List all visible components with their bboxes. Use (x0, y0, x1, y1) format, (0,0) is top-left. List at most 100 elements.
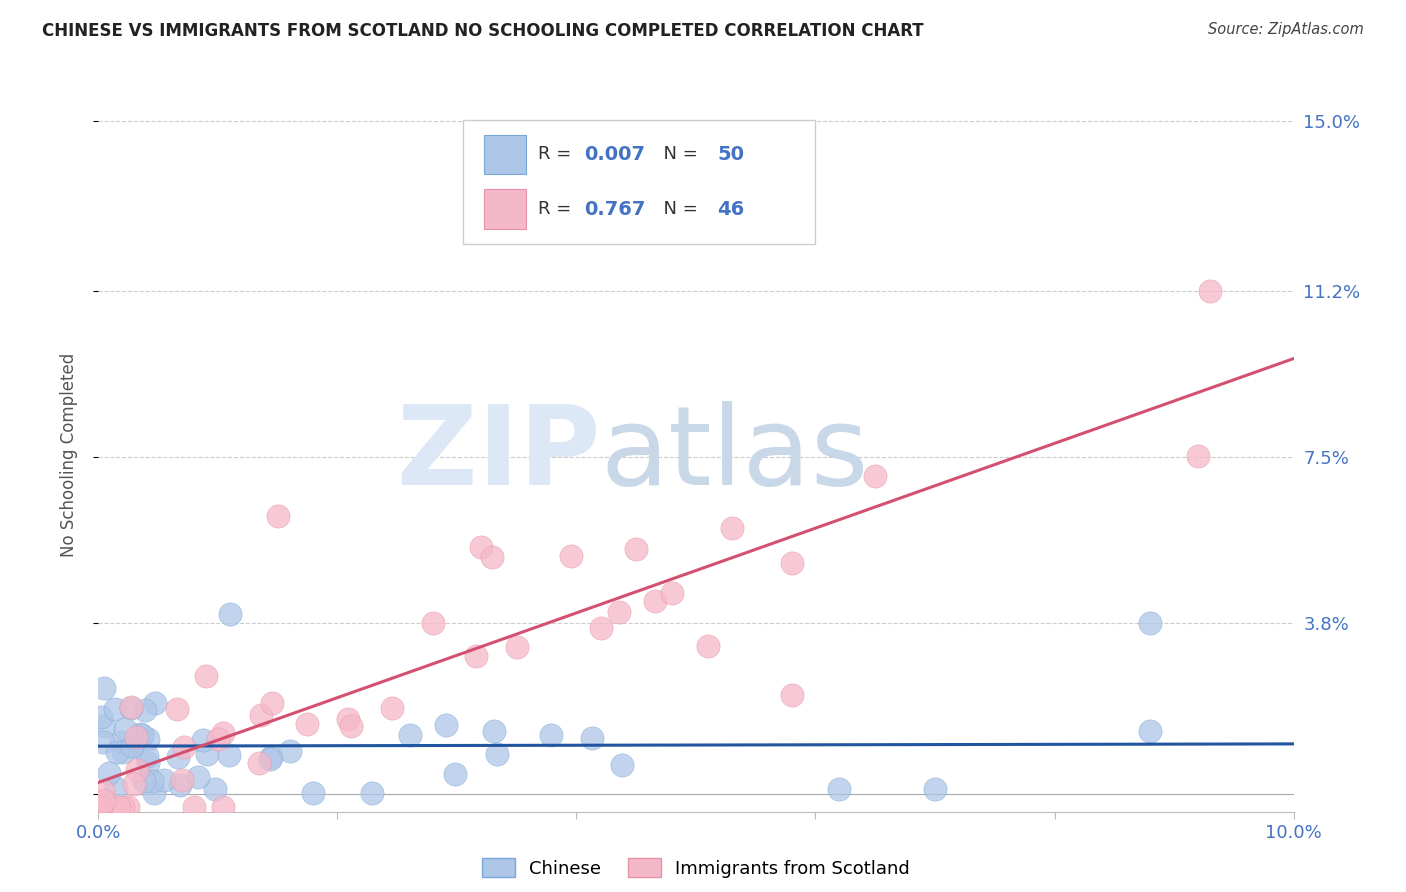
Point (134, 703, 156, 717)
Text: 0.007: 0.007 (583, 145, 644, 164)
Point (112, 800, 135, 814)
Point (153, 773, 176, 788)
Point (93, 794, 115, 808)
Point (1139, 723, 1161, 738)
Point (169, 778, 191, 792)
Point (145, 696, 167, 710)
Bar (485, 135, 526, 175)
Y-axis label: No Schooling Completed: No Schooling Completed (59, 353, 77, 557)
Point (661, 586, 683, 600)
Point (121, 739, 143, 753)
Text: R =: R = (538, 201, 578, 219)
Point (259, 752, 281, 766)
Point (443, 766, 465, 780)
Point (90, 800, 112, 814)
Point (108, 800, 131, 814)
Point (141, 774, 163, 789)
Point (644, 593, 666, 607)
Text: N =: N = (652, 201, 703, 219)
Point (120, 700, 142, 714)
Text: ZIP: ZIP (396, 401, 600, 508)
Point (93, 719, 115, 733)
Text: 46: 46 (717, 200, 745, 219)
Point (122, 777, 145, 791)
Text: atlas: atlas (600, 401, 869, 508)
Point (589, 621, 612, 635)
Point (267, 508, 290, 523)
Point (218, 747, 240, 762)
Point (173, 739, 195, 754)
Text: Source: ZipAtlas.com: Source: ZipAtlas.com (1208, 22, 1364, 37)
Point (121, 739, 143, 753)
Point (865, 469, 887, 483)
Point (128, 726, 150, 740)
Point (1187, 449, 1209, 463)
Point (117, 800, 139, 814)
Point (127, 763, 149, 777)
Point (1139, 616, 1161, 631)
Text: 0.767: 0.767 (583, 200, 645, 219)
Point (247, 756, 270, 771)
Point (212, 800, 235, 814)
Point (90, 710, 112, 724)
Text: 50: 50 (717, 145, 745, 164)
Point (1198, 284, 1220, 298)
Legend: Chinese, Immigrants from Scotland: Chinese, Immigrants from Scotland (475, 851, 917, 885)
Point (581, 731, 603, 745)
Point (436, 718, 458, 732)
Point (93, 681, 115, 696)
Point (361, 786, 384, 800)
Point (336, 712, 359, 726)
Point (131, 728, 153, 742)
Text: R =: R = (538, 145, 578, 163)
Point (470, 540, 492, 554)
Bar (485, 189, 526, 229)
Point (465, 649, 488, 664)
Point (780, 688, 803, 702)
Point (166, 702, 188, 716)
Point (170, 773, 193, 788)
Point (104, 780, 127, 795)
Point (609, 605, 631, 619)
Point (194, 668, 217, 682)
Point (91, 735, 114, 749)
Point (381, 701, 404, 715)
Point (166, 750, 188, 764)
Point (136, 731, 159, 746)
Point (297, 717, 319, 731)
Point (207, 732, 229, 747)
Point (280, 744, 302, 758)
Point (828, 782, 851, 797)
Point (135, 749, 157, 764)
Point (506, 640, 529, 654)
Point (204, 782, 226, 797)
Point (398, 728, 420, 742)
Point (780, 557, 803, 571)
Point (97, 765, 120, 780)
Point (481, 550, 503, 565)
Point (219, 607, 242, 622)
Point (110, 734, 132, 748)
Point (136, 756, 159, 770)
Point (540, 728, 562, 742)
Point (132, 773, 155, 788)
Point (183, 800, 205, 814)
Point (486, 747, 509, 761)
Point (721, 521, 744, 535)
Point (124, 730, 146, 744)
Text: CHINESE VS IMMIGRANTS FROM SCOTLAND NO SCHOOLING COMPLETED CORRELATION CHART: CHINESE VS IMMIGRANTS FROM SCOTLAND NO S… (42, 22, 924, 40)
Point (482, 724, 505, 739)
Point (422, 616, 444, 631)
Point (90, 800, 112, 814)
Point (187, 770, 209, 784)
Point (610, 757, 633, 772)
Point (339, 719, 361, 733)
Point (302, 786, 325, 800)
Point (697, 639, 720, 653)
FancyBboxPatch shape (463, 120, 815, 244)
Point (111, 746, 134, 760)
Point (211, 726, 233, 740)
Point (626, 542, 648, 557)
Point (924, 782, 946, 797)
Point (195, 747, 218, 761)
